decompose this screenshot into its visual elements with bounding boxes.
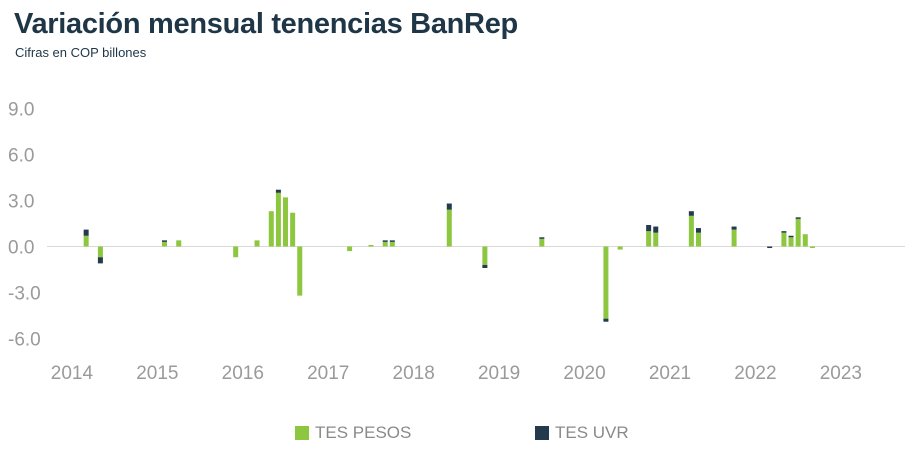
bar-tes-uvr [275, 189, 281, 193]
bar-tes-pesos [161, 241, 167, 247]
x-tick-label: 2018 [393, 363, 435, 384]
bar-tes-pesos [788, 237, 794, 247]
bar-tes-uvr [446, 203, 452, 210]
bar-tes-uvr [695, 228, 701, 233]
bar-tes-pesos [368, 244, 374, 247]
y-tick-label: 9.0 [8, 99, 34, 120]
bar-tes-uvr [482, 264, 488, 268]
x-tick-label: 2014 [51, 363, 94, 384]
legend-swatch-tes-uvr [535, 426, 549, 440]
bar-tes-pesos [731, 229, 737, 247]
bar-tes-pesos [781, 232, 787, 247]
bar-tes-pesos [646, 231, 652, 247]
bar-tes-pesos [283, 197, 289, 247]
y-tick-label: 6.0 [8, 145, 34, 166]
bar-tes-pesos [446, 209, 452, 247]
bar-tes-pesos [603, 246, 609, 319]
x-tick-label: 2020 [563, 363, 605, 384]
legend-label-tes-pesos: TES PESOS [315, 423, 412, 442]
bar-tes-pesos [653, 232, 659, 247]
bar-tes-uvr [731, 226, 737, 230]
bar-tes-pesos [802, 234, 808, 247]
y-tick-label: -3.0 [8, 284, 41, 305]
x-tick-label: 2019 [478, 363, 520, 384]
bar-tes-pesos [389, 241, 395, 247]
bar-tes-pesos [268, 211, 274, 247]
bar-tes-pesos [254, 240, 260, 247]
x-tick-label: 2022 [734, 363, 776, 384]
y-tick-label: 3.0 [8, 191, 34, 212]
bar-tes-uvr [795, 217, 801, 219]
bar-tes-uvr [97, 257, 103, 264]
y-tick-label: 0.0 [8, 238, 34, 259]
bar-tes-pesos [176, 240, 182, 247]
bar-tes-pesos [382, 241, 388, 247]
y-tick-label: -6.0 [8, 330, 41, 351]
bar-tes-pesos [688, 215, 694, 247]
bar-tes-uvr [767, 246, 773, 249]
bar-tes-pesos [617, 246, 623, 250]
bar-tes-pesos [347, 246, 353, 252]
bar-tes-pesos [795, 218, 801, 247]
bar-tes-uvr [161, 240, 167, 242]
legend-swatch-tes-pesos [295, 426, 309, 440]
bar-tes-pesos [482, 246, 488, 265]
x-tick-label: 2017 [307, 363, 349, 384]
bar-tes-pesos [290, 212, 296, 247]
bar-tes-uvr [389, 240, 395, 242]
bar-tes-uvr [83, 229, 89, 236]
bar-tes-pesos [97, 246, 103, 258]
bar-tes-uvr [646, 225, 652, 232]
x-tick-label: 2023 [820, 363, 862, 384]
chart-title: Variación mensual tenencias BanRep [14, 8, 518, 40]
legend-label-tes-uvr: TES UVR [555, 423, 629, 442]
x-tick-label: 2015 [136, 363, 178, 384]
bar-tes-pesos [695, 232, 701, 247]
x-tick-label: 2016 [222, 363, 264, 384]
bar-tes-pesos [539, 238, 545, 247]
bar-tes-uvr [688, 211, 694, 216]
bar-tes-pesos [809, 246, 815, 249]
chart-subtitle: Cifras en COP billones [15, 45, 147, 60]
bar-tes-pesos [297, 246, 303, 296]
bar-tes-uvr [603, 318, 609, 322]
bar-tes-uvr [781, 231, 787, 233]
bar-tes-pesos [275, 192, 281, 247]
legend-item-tes-pesos: TES PESOS [295, 423, 411, 443]
x-tick-label: 2021 [649, 363, 691, 384]
legend-item-tes-uvr: TES UVR [535, 423, 629, 443]
bar-tes-uvr [788, 235, 794, 238]
bar-tes-pesos [83, 235, 89, 247]
bar-tes-uvr [539, 237, 545, 239]
bar-tes-uvr [653, 226, 659, 233]
bar-tes-pesos [233, 246, 239, 258]
bar-tes-uvr [382, 240, 388, 242]
